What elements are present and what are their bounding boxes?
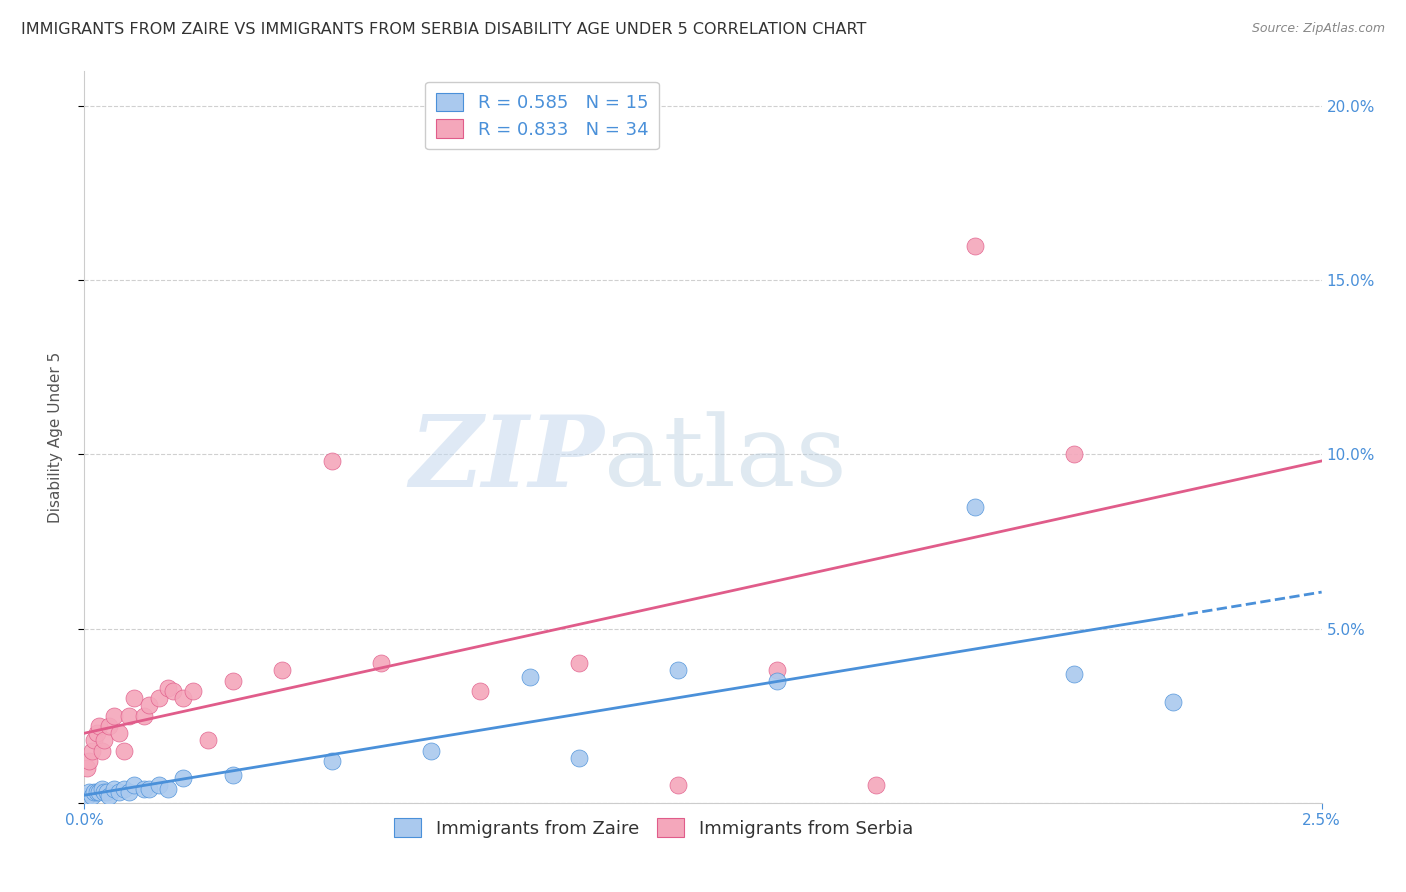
Point	[1161, 695, 1184, 709]
Point	[103, 781, 125, 796]
Point	[108, 785, 131, 799]
Point	[90, 781, 112, 796]
Point	[568, 657, 591, 671]
Point	[965, 500, 987, 514]
Point	[98, 789, 121, 803]
Point	[766, 673, 789, 688]
Point	[79, 754, 101, 768]
Point	[148, 691, 170, 706]
Point	[321, 754, 343, 768]
Point	[80, 743, 103, 757]
Point	[89, 719, 111, 733]
Point	[666, 664, 689, 678]
Point	[172, 772, 194, 786]
Point	[118, 785, 141, 799]
Point	[568, 750, 591, 764]
Point	[271, 664, 294, 678]
Point	[122, 778, 145, 792]
Point	[86, 785, 108, 799]
Point	[93, 733, 115, 747]
Point	[148, 778, 170, 792]
Point	[222, 673, 245, 688]
Point	[138, 781, 160, 796]
Text: atlas: atlas	[605, 411, 846, 507]
Point	[162, 684, 184, 698]
Point	[321, 454, 343, 468]
Point	[83, 785, 105, 799]
Point	[222, 768, 245, 782]
Point	[1063, 448, 1085, 462]
Y-axis label: Disability Age Under 5: Disability Age Under 5	[48, 351, 63, 523]
Point	[470, 684, 492, 698]
Point	[89, 785, 111, 799]
Point	[83, 733, 105, 747]
Text: IMMIGRANTS FROM ZAIRE VS IMMIGRANTS FROM SERBIA DISABILITY AGE UNDER 5 CORRELATI: IMMIGRANTS FROM ZAIRE VS IMMIGRANTS FROM…	[21, 22, 866, 37]
Point	[766, 664, 789, 678]
Point	[98, 719, 121, 733]
Point	[181, 684, 204, 698]
Point	[419, 743, 441, 757]
Point	[112, 743, 135, 757]
Point	[132, 781, 155, 796]
Text: Source: ZipAtlas.com: Source: ZipAtlas.com	[1251, 22, 1385, 36]
Point	[86, 726, 108, 740]
Point	[865, 778, 887, 792]
Point	[666, 778, 689, 792]
Point	[1063, 667, 1085, 681]
Point	[138, 698, 160, 713]
Point	[90, 743, 112, 757]
Point	[122, 691, 145, 706]
Point	[103, 708, 125, 723]
Point	[118, 708, 141, 723]
Point	[96, 785, 118, 799]
Point	[370, 657, 392, 671]
Point	[76, 789, 98, 803]
Point	[112, 781, 135, 796]
Point	[132, 708, 155, 723]
Point	[108, 726, 131, 740]
Point	[76, 761, 98, 775]
Point	[79, 785, 101, 799]
Point	[519, 670, 541, 684]
Point	[157, 781, 180, 796]
Point	[157, 681, 180, 695]
Point	[172, 691, 194, 706]
Point	[965, 238, 987, 252]
Legend: Immigrants from Zaire, Immigrants from Serbia: Immigrants from Zaire, Immigrants from S…	[387, 811, 920, 845]
Point	[93, 785, 115, 799]
Point	[80, 789, 103, 803]
Text: ZIP: ZIP	[409, 411, 605, 508]
Point	[197, 733, 219, 747]
